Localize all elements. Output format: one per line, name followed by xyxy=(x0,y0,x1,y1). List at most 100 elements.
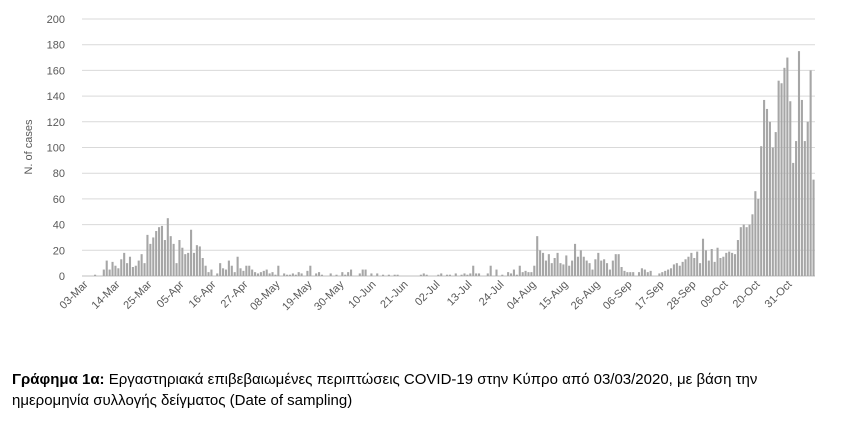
bar xyxy=(347,272,350,276)
bar xyxy=(222,268,225,276)
bar xyxy=(649,270,652,276)
bar xyxy=(617,254,620,276)
bar xyxy=(623,270,626,276)
bar xyxy=(620,267,623,276)
bar xyxy=(751,214,754,276)
bar xyxy=(158,227,161,276)
bar xyxy=(370,273,373,276)
bar xyxy=(600,260,603,276)
bar xyxy=(140,254,143,276)
bar xyxy=(283,273,286,276)
bar xyxy=(771,147,774,276)
bar xyxy=(704,250,707,276)
bar xyxy=(626,272,629,276)
bar xyxy=(556,252,559,276)
x-tick-label: 21-Jun xyxy=(378,279,410,311)
bar xyxy=(463,273,466,276)
bar xyxy=(681,261,684,276)
bar xyxy=(166,218,169,276)
bars xyxy=(94,51,815,277)
bar xyxy=(571,260,574,276)
bar xyxy=(262,270,265,276)
bar xyxy=(178,240,181,276)
bar xyxy=(475,273,478,276)
bar xyxy=(637,272,641,276)
y-tick-label: 0 xyxy=(59,271,65,283)
bar xyxy=(501,274,504,276)
bar xyxy=(745,227,748,276)
bar xyxy=(809,70,812,277)
bar xyxy=(684,259,687,276)
bar xyxy=(530,272,533,276)
x-tick-label: 08-May xyxy=(248,278,283,313)
bar xyxy=(329,273,332,276)
bar xyxy=(160,225,164,276)
cases-bar-chart: 0 20 40 60 80 100 120 140 160 180 200 03-Mar14-Mar… xyxy=(23,14,815,313)
bar xyxy=(143,263,146,276)
x-tick-label: 20-Oct xyxy=(731,279,763,311)
bar xyxy=(690,252,693,276)
x-tick-label: 14-Mar xyxy=(89,278,122,311)
x-tick-label: 13-Jul xyxy=(445,279,475,309)
bar xyxy=(108,269,111,276)
bar xyxy=(777,80,780,277)
bar xyxy=(233,272,236,276)
bar xyxy=(201,258,204,276)
bar xyxy=(192,252,196,276)
bar xyxy=(102,269,105,276)
bar xyxy=(728,251,731,276)
bar xyxy=(536,236,539,276)
bar xyxy=(254,272,257,276)
bar xyxy=(239,268,242,276)
bar xyxy=(765,108,769,276)
bar xyxy=(181,247,184,276)
bar xyxy=(256,273,260,276)
bar xyxy=(210,269,213,276)
bar xyxy=(152,237,155,276)
bar xyxy=(640,268,643,276)
bar xyxy=(393,274,396,276)
bar xyxy=(126,263,129,276)
bar xyxy=(477,273,481,276)
bar xyxy=(128,256,132,276)
x-tick-label: 05-Apr xyxy=(155,278,187,310)
bar xyxy=(795,141,798,276)
bar xyxy=(512,269,515,276)
bar xyxy=(242,270,245,276)
bar xyxy=(678,265,681,276)
bar xyxy=(472,265,475,276)
x-tick-label: 19-May xyxy=(280,278,315,313)
caption-text: Εργαστηριακά επιβεβαιωμένες περιπτώσεις … xyxy=(12,371,758,409)
bar xyxy=(437,274,440,276)
bar xyxy=(539,250,542,276)
bar xyxy=(204,265,207,276)
bar xyxy=(265,269,268,276)
x-tick-label: 06-Sep xyxy=(601,279,635,313)
bar xyxy=(440,273,443,276)
bar xyxy=(707,260,710,276)
bar xyxy=(111,261,114,276)
x-tick-label: 09-Oct xyxy=(699,279,731,311)
bar xyxy=(163,240,166,276)
bar xyxy=(533,265,536,276)
x-tick-label: 04-Aug xyxy=(505,279,539,313)
bar xyxy=(812,179,815,277)
bar xyxy=(268,273,271,276)
bar xyxy=(309,265,312,276)
bar xyxy=(611,260,614,276)
bar xyxy=(274,274,277,276)
y-tick-label: 40 xyxy=(53,220,65,232)
bar xyxy=(382,274,385,276)
bar xyxy=(710,249,713,276)
bar xyxy=(335,274,338,276)
bar xyxy=(696,251,699,276)
bar xyxy=(207,272,210,276)
bar xyxy=(259,272,262,276)
x-tick-label: 03-Mar xyxy=(57,278,90,311)
bar xyxy=(597,252,600,276)
bar xyxy=(105,260,108,276)
bar xyxy=(774,132,777,276)
bar xyxy=(251,269,254,276)
bar xyxy=(527,272,530,276)
bar xyxy=(800,99,803,276)
